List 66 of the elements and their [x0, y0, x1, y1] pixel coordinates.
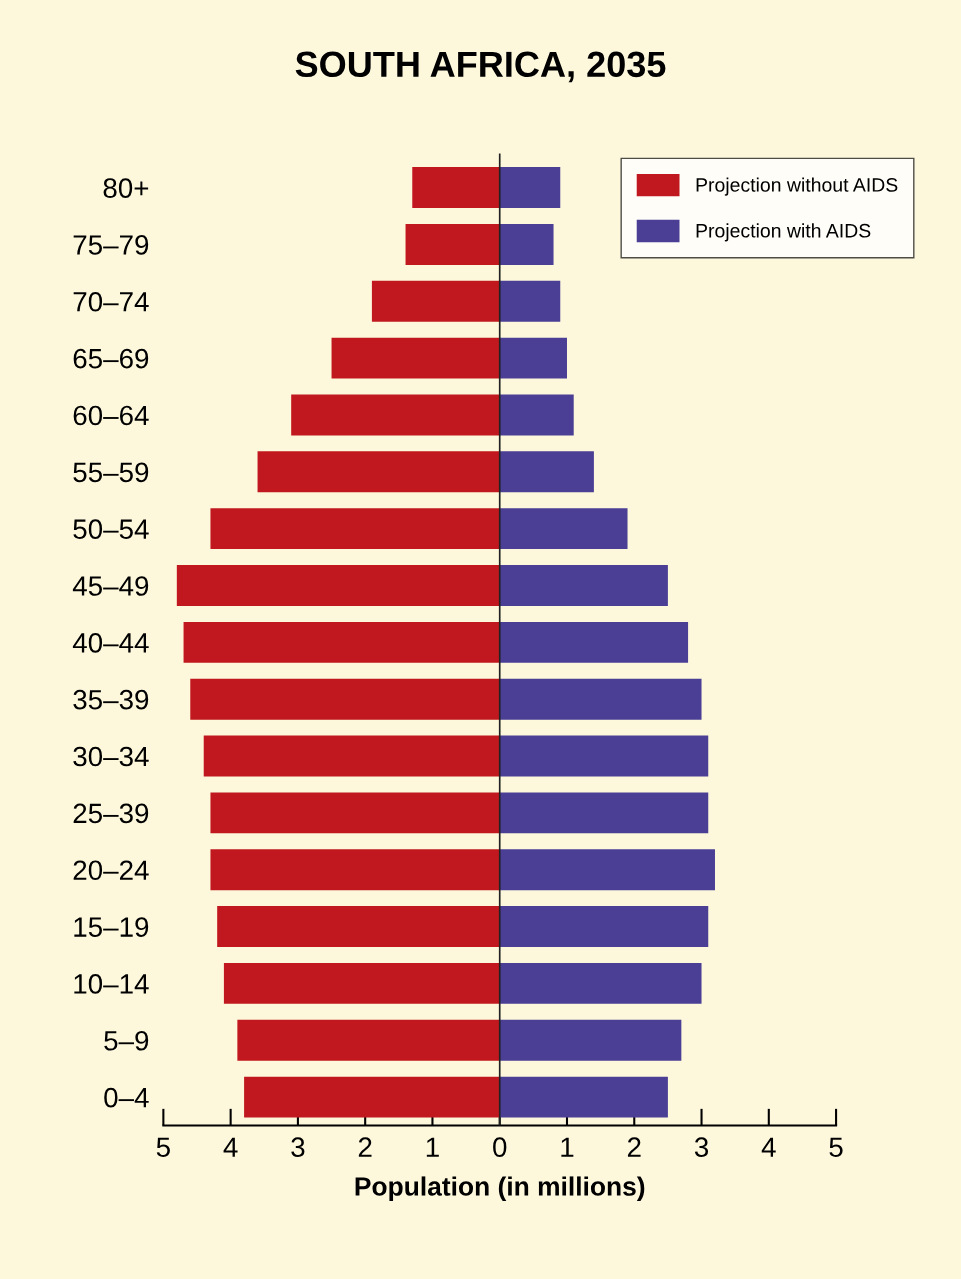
y-tick-label: 80+	[103, 178, 149, 198]
x-tick-label: 1	[561, 1137, 574, 1157]
y-tick-label: 60–64	[73, 405, 149, 426]
x-axis-title: Population (in millions)	[355, 1176, 645, 1202]
bar	[190, 678, 500, 720]
y-tick-label: 75–79	[73, 235, 149, 255]
bar	[217, 906, 500, 948]
x-tick-label: 4	[223, 1137, 238, 1157]
bar	[223, 962, 500, 1004]
bar	[244, 1076, 500, 1118]
bar	[499, 906, 709, 948]
bar	[499, 621, 689, 663]
bar	[499, 451, 594, 493]
x-tick-label: 0	[493, 1137, 507, 1158]
y-tick-label: 25–39	[73, 803, 149, 824]
bar	[499, 337, 567, 379]
x-tick-label: 5	[156, 1137, 170, 1158]
y-tick-label: 5–9	[104, 1030, 149, 1051]
y-tick-label: 40–44	[72, 633, 149, 653]
y-tick-label: 30–34	[73, 746, 149, 767]
y-tick-label: 35–39	[73, 689, 149, 710]
bar	[499, 1076, 668, 1118]
y-tick-label: 20–24	[73, 860, 149, 881]
bar	[176, 565, 500, 606]
legend-label: Projection with AIDS	[696, 223, 871, 242]
bar	[499, 167, 561, 209]
bar	[499, 565, 668, 606]
y-tick-label: 55–59	[73, 462, 149, 483]
y-tick-label: 15–19	[74, 917, 149, 937]
legend-label: Projection without AIDS	[696, 177, 898, 196]
x-tick-label: 5	[829, 1137, 843, 1158]
bar	[257, 451, 500, 493]
bar	[412, 167, 500, 209]
bar	[499, 735, 709, 777]
bar	[499, 508, 628, 550]
bar	[291, 394, 500, 436]
bar	[405, 223, 500, 265]
bar	[499, 280, 561, 322]
bar	[210, 508, 500, 550]
y-tick-label: 0–4	[104, 1087, 149, 1108]
y-tick-label: 70–74	[73, 291, 149, 312]
bar	[371, 280, 500, 322]
bar	[499, 394, 574, 436]
y-tick-label: 50–54	[73, 519, 149, 539]
bar	[237, 1019, 500, 1061]
y-tick-label: 10–14	[74, 974, 149, 994]
bar	[499, 962, 702, 1004]
x-tick-label: 4	[761, 1137, 776, 1157]
x-tick-label: 3	[694, 1137, 709, 1158]
bar	[210, 849, 500, 891]
bar	[499, 678, 702, 720]
bar	[499, 1019, 682, 1061]
bar	[331, 337, 500, 379]
bar	[499, 223, 554, 265]
bar	[499, 792, 709, 834]
x-tick-label: 1	[426, 1137, 439, 1157]
bar	[183, 621, 500, 663]
x-tick-label: 3	[291, 1137, 305, 1158]
bar	[210, 792, 500, 834]
bar	[499, 849, 715, 891]
y-tick-label: 45–49	[72, 576, 149, 596]
x-tick-label: 2	[627, 1137, 641, 1157]
chart-title: SOUTH AFRICA, 2035	[295, 51, 666, 83]
x-tick-label: 2	[358, 1137, 372, 1157]
bar	[203, 735, 500, 777]
y-tick-label: 65–69	[73, 348, 149, 369]
